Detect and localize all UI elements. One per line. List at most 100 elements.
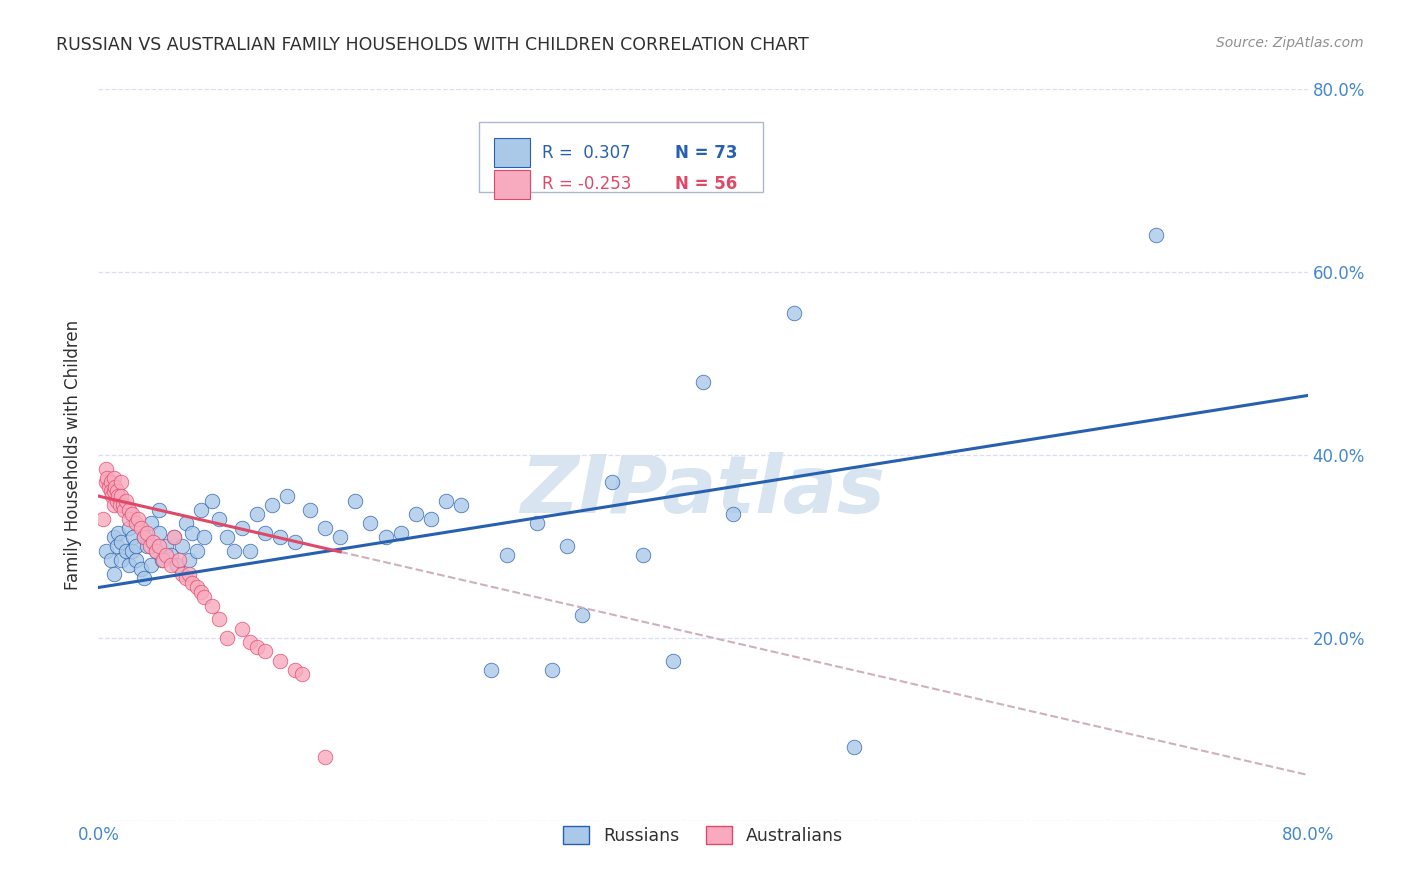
Point xyxy=(1144,228,1167,243)
Point xyxy=(174,571,197,585)
Point xyxy=(167,553,190,567)
Point xyxy=(246,508,269,522)
Point xyxy=(135,525,157,540)
Point xyxy=(329,530,352,544)
Point xyxy=(186,581,208,595)
Point xyxy=(215,631,238,645)
Point xyxy=(150,553,173,567)
Point xyxy=(208,512,231,526)
Text: N = 73: N = 73 xyxy=(675,144,738,161)
Point xyxy=(94,475,117,490)
Point xyxy=(208,613,231,627)
Point xyxy=(105,493,128,508)
Point xyxy=(112,503,135,517)
Point xyxy=(190,585,212,599)
Text: ZIPatlas: ZIPatlas xyxy=(520,452,886,531)
Point xyxy=(121,508,143,522)
Point xyxy=(239,635,262,649)
Point xyxy=(91,512,114,526)
Point xyxy=(224,544,246,558)
Point xyxy=(262,498,284,512)
Point xyxy=(110,534,132,549)
Point xyxy=(299,503,322,517)
Point xyxy=(114,544,136,558)
Point xyxy=(269,530,291,544)
Point xyxy=(125,516,148,531)
FancyBboxPatch shape xyxy=(494,138,530,168)
Point xyxy=(110,475,132,490)
Point xyxy=(105,484,128,499)
Point xyxy=(125,539,148,553)
Point xyxy=(160,558,183,572)
Point xyxy=(246,640,269,654)
Point xyxy=(103,530,125,544)
Point xyxy=(101,489,124,503)
Point xyxy=(389,525,412,540)
Point xyxy=(420,512,443,526)
Point xyxy=(284,534,307,549)
Point xyxy=(631,549,654,563)
Point xyxy=(201,599,224,613)
Point xyxy=(481,663,503,677)
Point xyxy=(104,480,127,494)
Point xyxy=(111,498,134,512)
Point xyxy=(139,539,162,553)
Point xyxy=(100,484,122,499)
Point xyxy=(110,489,132,503)
Point xyxy=(276,489,298,503)
Text: R = -0.253: R = -0.253 xyxy=(543,176,631,194)
Point xyxy=(132,571,155,585)
Y-axis label: Family Households with Children: Family Households with Children xyxy=(65,320,83,590)
Point xyxy=(132,530,155,544)
Point xyxy=(103,498,125,512)
Point xyxy=(314,521,336,535)
Point xyxy=(163,530,186,544)
Point xyxy=(844,740,866,755)
Point xyxy=(103,566,125,581)
Point xyxy=(215,530,238,544)
Point xyxy=(783,306,806,320)
Point xyxy=(181,576,204,591)
Point xyxy=(193,530,215,544)
Point xyxy=(174,516,197,531)
Point xyxy=(107,525,129,540)
Point xyxy=(96,471,118,485)
Point xyxy=(118,521,141,535)
Point xyxy=(284,663,307,677)
Point xyxy=(291,667,314,681)
Point xyxy=(571,607,593,622)
Point xyxy=(170,566,193,581)
Point xyxy=(170,539,193,553)
Point xyxy=(105,539,128,553)
Point xyxy=(141,516,163,531)
Point xyxy=(145,544,167,558)
Point xyxy=(103,471,125,485)
Point xyxy=(107,489,129,503)
Text: Source: ZipAtlas.com: Source: ZipAtlas.com xyxy=(1216,36,1364,50)
Point xyxy=(179,566,201,581)
Point xyxy=(231,521,253,535)
Point xyxy=(155,549,177,563)
Point xyxy=(129,562,152,576)
Point xyxy=(108,498,131,512)
Point xyxy=(145,544,167,558)
Point xyxy=(148,539,170,553)
Point xyxy=(148,503,170,517)
FancyBboxPatch shape xyxy=(494,169,530,199)
Point xyxy=(661,654,683,668)
Point xyxy=(344,493,367,508)
Point xyxy=(98,480,121,494)
Point xyxy=(314,749,336,764)
Point xyxy=(602,475,624,490)
Text: N = 56: N = 56 xyxy=(675,176,737,194)
Point xyxy=(434,493,457,508)
Point xyxy=(103,484,125,499)
Point xyxy=(118,503,141,517)
Point xyxy=(142,534,165,549)
Point xyxy=(181,525,204,540)
Point xyxy=(555,539,578,553)
Point xyxy=(94,544,117,558)
Point xyxy=(405,508,427,522)
Point xyxy=(152,553,174,567)
Point xyxy=(110,553,132,567)
